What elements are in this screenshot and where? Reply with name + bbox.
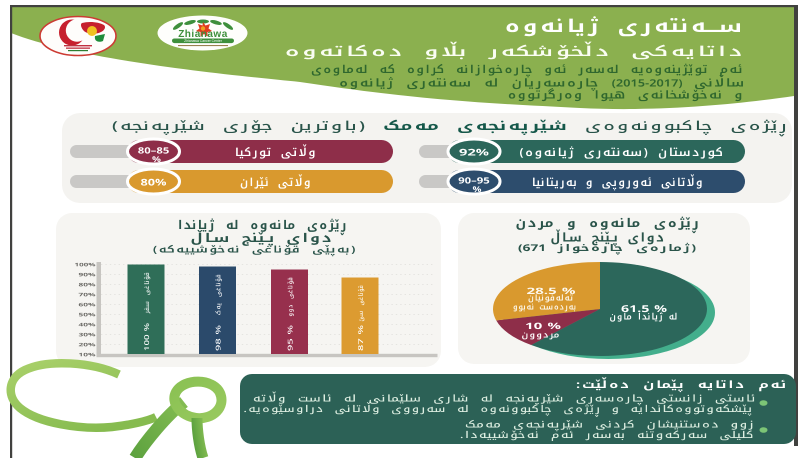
svg-text:Zhianawa Cancer Center: Zhianawa Cancer Center — [184, 39, 223, 43]
svg-text:Zhianawa: Zhianawa — [178, 29, 228, 40]
